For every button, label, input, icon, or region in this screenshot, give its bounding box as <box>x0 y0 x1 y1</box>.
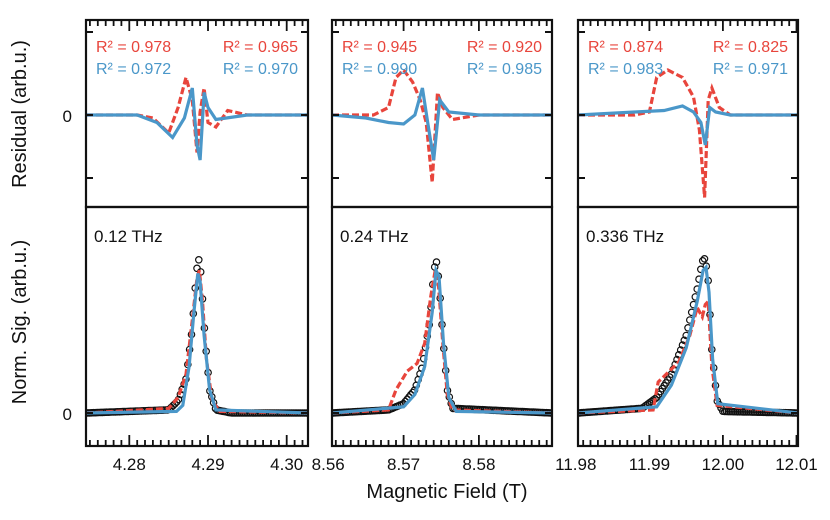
residual-blue-line <box>86 87 308 161</box>
x-tick-label: 4.28 <box>113 455 146 474</box>
r2-label-red-right: R² = 0.965 <box>223 39 298 56</box>
panel-2: 8.56 8.57 8.58 R² = 0.945 R² = 0.920 R² = 0.9… <box>312 18 554 474</box>
y-zero-label-top: 0 <box>63 107 72 126</box>
signal-blue-fit <box>578 263 798 415</box>
x-tick-label: 11.99 <box>629 455 670 474</box>
y-axis-title-bottom: Norm. Sig. (arb.u.) <box>9 240 31 404</box>
panel-1-plot-area <box>86 71 308 417</box>
x-tick-label: 4.29 <box>191 455 224 474</box>
r2-label-red-left: R² = 0.874 <box>588 39 663 56</box>
r2-label-red-right: R² = 0.920 <box>467 39 542 56</box>
x-tick-label: 12.01 <box>775 455 818 474</box>
frequency-label: 0.336 THz <box>586 227 664 246</box>
panel-2-plot-area <box>332 67 552 417</box>
r2-label-red-left: R² = 0.978 <box>96 39 171 56</box>
x-tick-label: 8.58 <box>462 455 495 474</box>
x-tick-label: 12.00 <box>702 455 745 474</box>
bottom-frame <box>576 205 800 448</box>
bottom-frame <box>84 205 310 448</box>
r2-label-blue-left: R² = 0.972 <box>96 61 171 78</box>
frequency-label: 0.24 THz <box>340 227 409 246</box>
data-marker <box>195 255 203 264</box>
frequency-label: 0.12 THz <box>94 227 163 246</box>
signal-blue-fit <box>332 264 552 415</box>
data-marker <box>698 256 707 265</box>
panel-1: 4.28 4.29 4.30 R² = 0.978 R² = 0.965 R² = 0.9… <box>84 18 310 474</box>
r2-label-blue-left: R² = 0.990 <box>342 61 417 78</box>
panel-3-plot-area <box>578 68 798 417</box>
y-zero-label-bottom: 0 <box>63 405 72 424</box>
x-tick-label: 8.57 <box>387 455 420 474</box>
residual-blue-line <box>578 104 798 146</box>
r2-label-blue-right: R² = 0.971 <box>713 61 788 78</box>
r2-label-blue-left: R² = 0.983 <box>588 61 663 78</box>
x-tick-label: 8.56 <box>312 455 345 474</box>
r2-label-blue-right: R² = 0.970 <box>223 61 298 78</box>
data-marker <box>700 254 709 263</box>
data-marker <box>432 258 441 266</box>
signal-blue-fit <box>86 273 308 415</box>
r2-label-blue-right: R² = 0.985 <box>467 61 542 78</box>
x-tick-label: 11.98 <box>555 455 596 474</box>
residual-blue-line <box>332 87 552 161</box>
x-axis-title: Magnetic Field (T) <box>366 481 527 503</box>
y-axis-title-top: Residual (arb.u.) <box>9 40 31 188</box>
residual-red-line <box>578 68 798 198</box>
signal-red-fit <box>578 297 798 415</box>
x-tick-label: 4.30 <box>270 455 303 474</box>
r2-label-red-left: R² = 0.945 <box>342 39 417 56</box>
r2-label-red-right: R² = 0.825 <box>713 39 788 56</box>
residual-red-line <box>332 67 552 183</box>
panel-3: 11.98 11.99 12.00 12.01 R² = 0.874 R² = 0.825… <box>555 18 818 474</box>
panels: 4.28 4.29 4.30 R² = 0.978 R² = 0.965 R² = 0.9… <box>84 18 818 474</box>
